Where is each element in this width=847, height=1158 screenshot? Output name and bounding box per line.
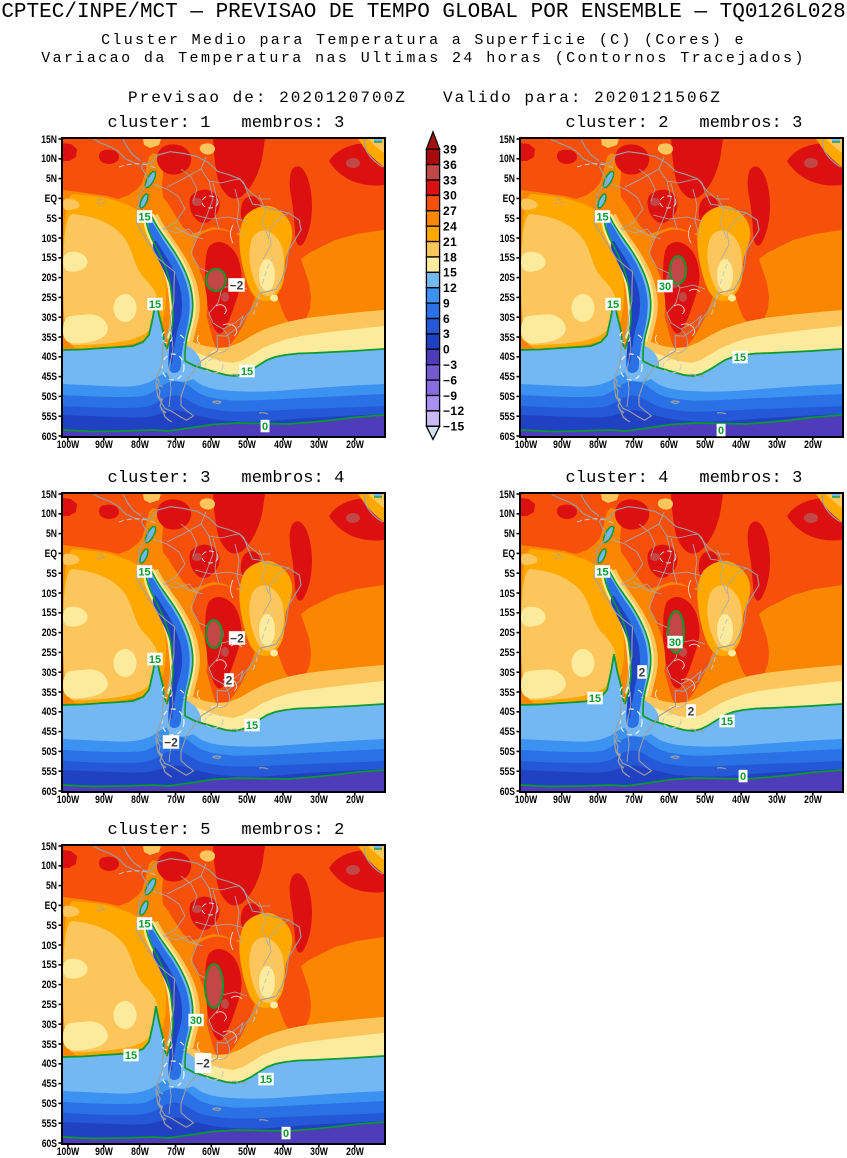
- svg-text:15: 15: [443, 266, 457, 280]
- svg-text:−2: −2: [164, 735, 178, 749]
- svg-text:3: 3: [443, 327, 450, 341]
- svg-text:0: 0: [443, 343, 450, 357]
- svg-text:15: 15: [246, 720, 258, 732]
- svg-text:15: 15: [149, 299, 161, 311]
- svg-text:15: 15: [138, 919, 150, 931]
- svg-text:−2: −2: [230, 631, 244, 645]
- svg-text:15: 15: [241, 366, 253, 378]
- svg-text:6: 6: [443, 312, 450, 326]
- svg-text:15: 15: [589, 693, 601, 705]
- svg-text:15: 15: [260, 1074, 272, 1086]
- svg-text:9: 9: [443, 296, 450, 310]
- svg-text:0: 0: [283, 1128, 289, 1140]
- svg-text:−3: −3: [443, 358, 457, 372]
- svg-text:39: 39: [443, 143, 457, 157]
- svg-text:−9: −9: [443, 389, 457, 403]
- svg-text:15: 15: [125, 1050, 137, 1062]
- svg-text:21: 21: [443, 235, 457, 249]
- svg-text:2: 2: [226, 673, 233, 687]
- svg-text:2: 2: [639, 665, 646, 679]
- svg-text:24: 24: [443, 219, 457, 233]
- svg-text:2: 2: [688, 704, 695, 718]
- svg-text:18: 18: [443, 250, 457, 264]
- svg-text:0: 0: [718, 425, 724, 437]
- svg-text:30: 30: [669, 637, 681, 649]
- svg-text:15: 15: [138, 212, 150, 224]
- svg-text:36: 36: [443, 158, 457, 172]
- svg-text:−15: −15: [443, 420, 465, 434]
- svg-text:30: 30: [443, 189, 457, 203]
- svg-text:15: 15: [596, 567, 608, 579]
- svg-text:12: 12: [443, 281, 457, 295]
- svg-text:0: 0: [262, 421, 268, 433]
- svg-text:15: 15: [596, 212, 608, 224]
- svg-text:15: 15: [721, 716, 733, 728]
- svg-text:−2: −2: [196, 1056, 210, 1070]
- svg-text:33: 33: [443, 173, 457, 187]
- svg-text:15: 15: [607, 299, 619, 311]
- svg-text:−12: −12: [443, 404, 465, 418]
- svg-text:30: 30: [659, 281, 671, 293]
- svg-text:−6: −6: [443, 373, 457, 387]
- svg-text:15: 15: [734, 352, 746, 364]
- svg-text:27: 27: [443, 204, 457, 218]
- svg-text:15: 15: [149, 654, 161, 666]
- svg-text:30: 30: [190, 1015, 202, 1027]
- svg-text:0: 0: [740, 771, 746, 783]
- svg-text:−2: −2: [230, 278, 244, 292]
- svg-text:15: 15: [138, 567, 150, 579]
